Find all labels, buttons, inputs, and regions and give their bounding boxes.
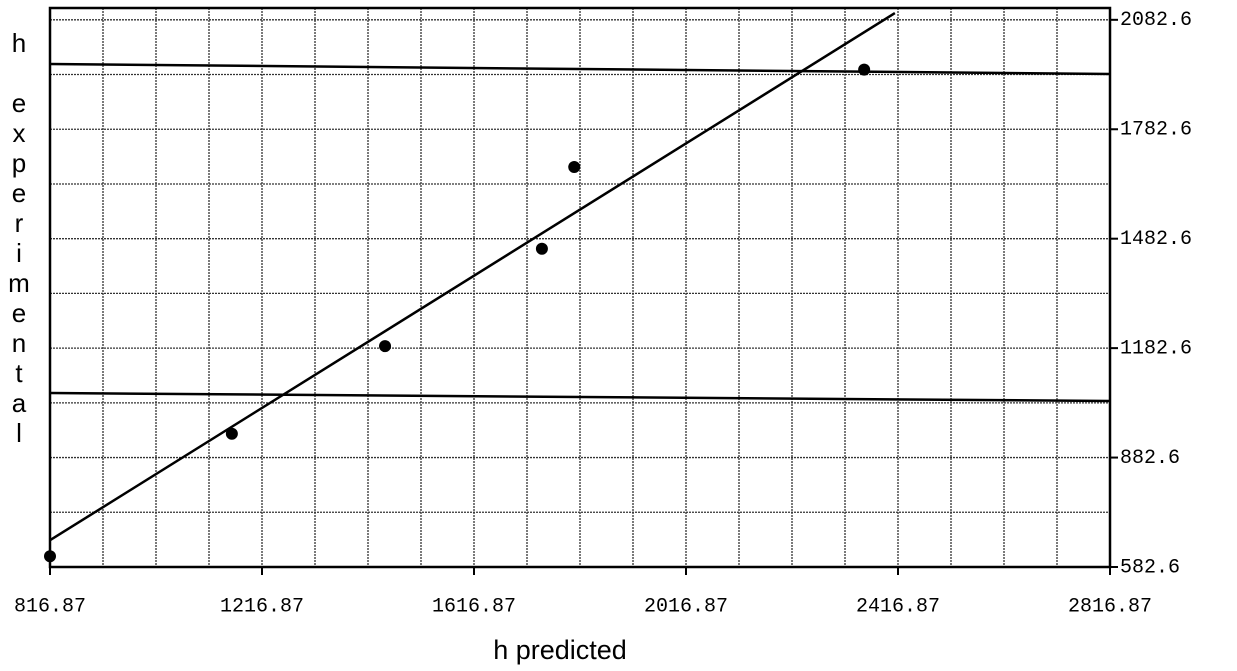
form-rule [49,62,1111,76]
point [225,427,238,440]
x-tick-label: 1616.87 [432,595,516,618]
y-axis-label: h experimental [4,28,34,448]
point [568,161,581,174]
y-tick-label: 582.6 [1120,556,1180,579]
y-tick-label: 882.6 [1120,447,1180,470]
y-tick-label: 1782.6 [1120,119,1192,142]
x-axis-label: h predicted [493,635,627,665]
x-tick-label: 2416.87 [856,595,940,618]
x-tick-label: 2016.87 [644,595,728,618]
form-rule [49,391,1111,403]
point [858,63,871,76]
y-tick-label: 2082.6 [1120,9,1192,32]
x-tick-label: 1216.87 [220,595,304,618]
y-tick-label: 1182.6 [1120,337,1192,360]
fit-line [49,12,896,542]
plot-frame [48,6,1112,569]
point [535,242,548,255]
x-tick-label: 816.87 [14,595,86,618]
x-tick-label: 2816.87 [1068,595,1152,618]
point [379,340,392,353]
point [44,550,56,563]
y-tick-label: 1482.6 [1120,228,1192,251]
